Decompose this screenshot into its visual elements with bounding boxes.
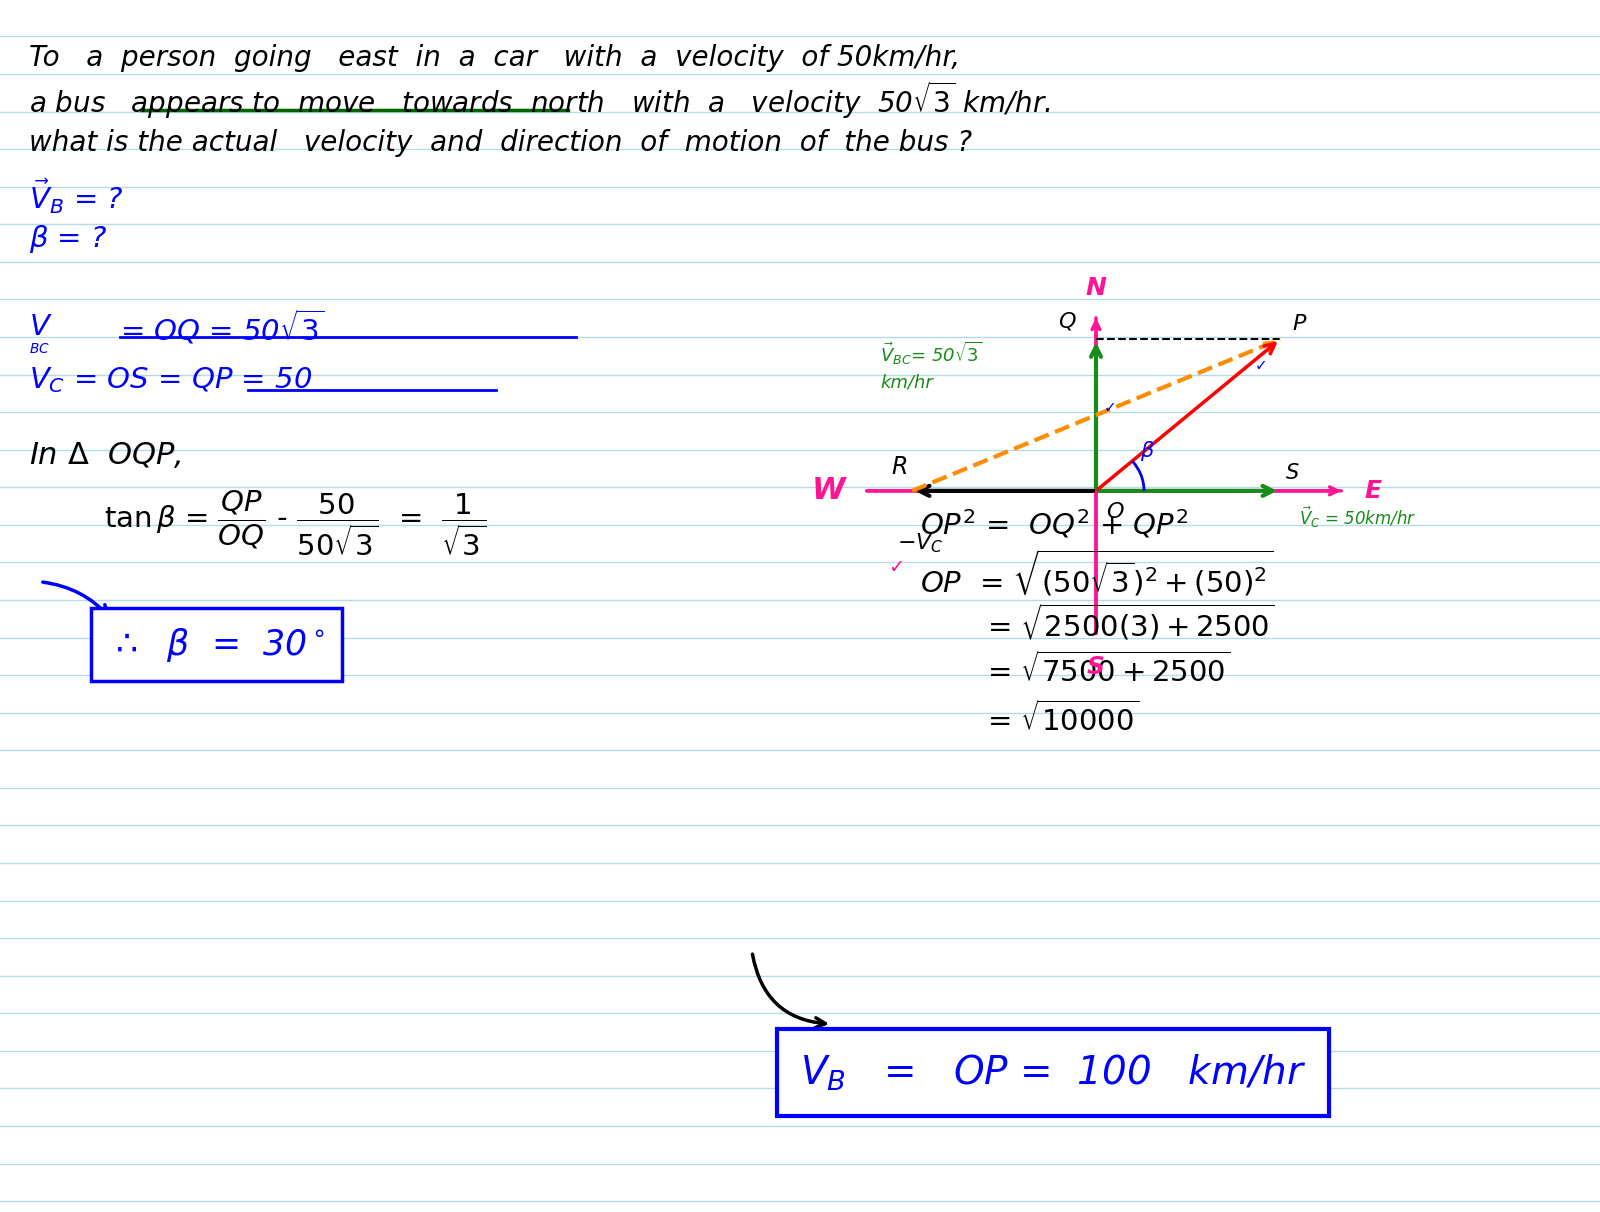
Text: $\beta$ = ?: $\beta$ = ? [29, 223, 107, 255]
Text: W: W [811, 476, 846, 505]
Text: To   a  person  going   east  in  a  car   with  a  velocity  of 50km/hr,: To a person going east in a car with a v… [29, 44, 960, 73]
Text: = $\sqrt{10000}$: = $\sqrt{10000}$ [987, 701, 1139, 737]
Text: $\therefore$  $\beta$  =  30$^\circ$: $\therefore$ $\beta$ = 30$^\circ$ [109, 625, 325, 664]
Text: $V_C$ = OS = QP = 50: $V_C$ = OS = QP = 50 [29, 366, 312, 395]
Text: $_{BC}$: $_{BC}$ [29, 337, 50, 356]
Text: O: O [1107, 502, 1123, 521]
Text: In $\Delta$  OQP,: In $\Delta$ OQP, [29, 440, 181, 469]
Text: $\vec{V}_{BC}$= 50$\sqrt{3}$
km/hr: $\vec{V}_{BC}$= 50$\sqrt{3}$ km/hr [880, 339, 982, 391]
Text: $\vec{V}_C$ = 50km/hr: $\vec{V}_C$ = 50km/hr [1299, 504, 1416, 530]
Text: ✓: ✓ [888, 559, 904, 577]
Text: β: β [1141, 441, 1154, 461]
Text: $V_B$   =   OP =  100   km/hr: $V_B$ = OP = 100 km/hr [800, 1052, 1306, 1093]
Text: $OP^2$ =  $OQ^2$ + $QP^2$: $OP^2$ = $OQ^2$ + $QP^2$ [920, 507, 1189, 541]
Text: = $\sqrt{2500(3) + 2500}$: = $\sqrt{2500(3) + 2500}$ [987, 601, 1275, 642]
Text: a bus   appears to  move   towards  north   with  a   velocity  50$\sqrt{3}$ km/: a bus appears to move towards north with… [29, 80, 1051, 121]
Text: what is the actual   velocity  and  direction  of  motion  of  the bus ?: what is the actual velocity and directio… [29, 128, 971, 158]
Text: P: P [1293, 314, 1306, 333]
Text: = OQ = 50$\sqrt{3}$: = OQ = 50$\sqrt{3}$ [120, 308, 325, 347]
Text: $OP$  = $\sqrt{(50\sqrt{3})^2+(50)^2}$: $OP$ = $\sqrt{(50\sqrt{3})^2+(50)^2}$ [920, 548, 1274, 599]
Text: S: S [1286, 463, 1299, 482]
Text: N: N [1085, 276, 1107, 301]
Text: ✓: ✓ [1254, 358, 1267, 372]
Text: Q: Q [1059, 311, 1075, 331]
Text: $V$: $V$ [29, 313, 53, 342]
Text: E: E [1365, 479, 1381, 503]
Text: S: S [1086, 654, 1106, 679]
Text: ✓: ✓ [1104, 400, 1117, 415]
Text: $-V_C$: $-V_C$ [896, 531, 944, 555]
Text: $\vec{V}_B$ = ?: $\vec{V}_B$ = ? [29, 177, 123, 216]
Text: R: R [891, 454, 907, 479]
Text: $\tan\beta$ = $\dfrac{QP}{OQ}$ - $\dfrac{50}{50\sqrt{3}}$  =  $\dfrac{1}{\sqrt{3: $\tan\beta$ = $\dfrac{QP}{OQ}$ - $\dfrac… [104, 488, 486, 559]
Text: = $\sqrt{7500 + 2500}$: = $\sqrt{7500 + 2500}$ [987, 652, 1230, 688]
